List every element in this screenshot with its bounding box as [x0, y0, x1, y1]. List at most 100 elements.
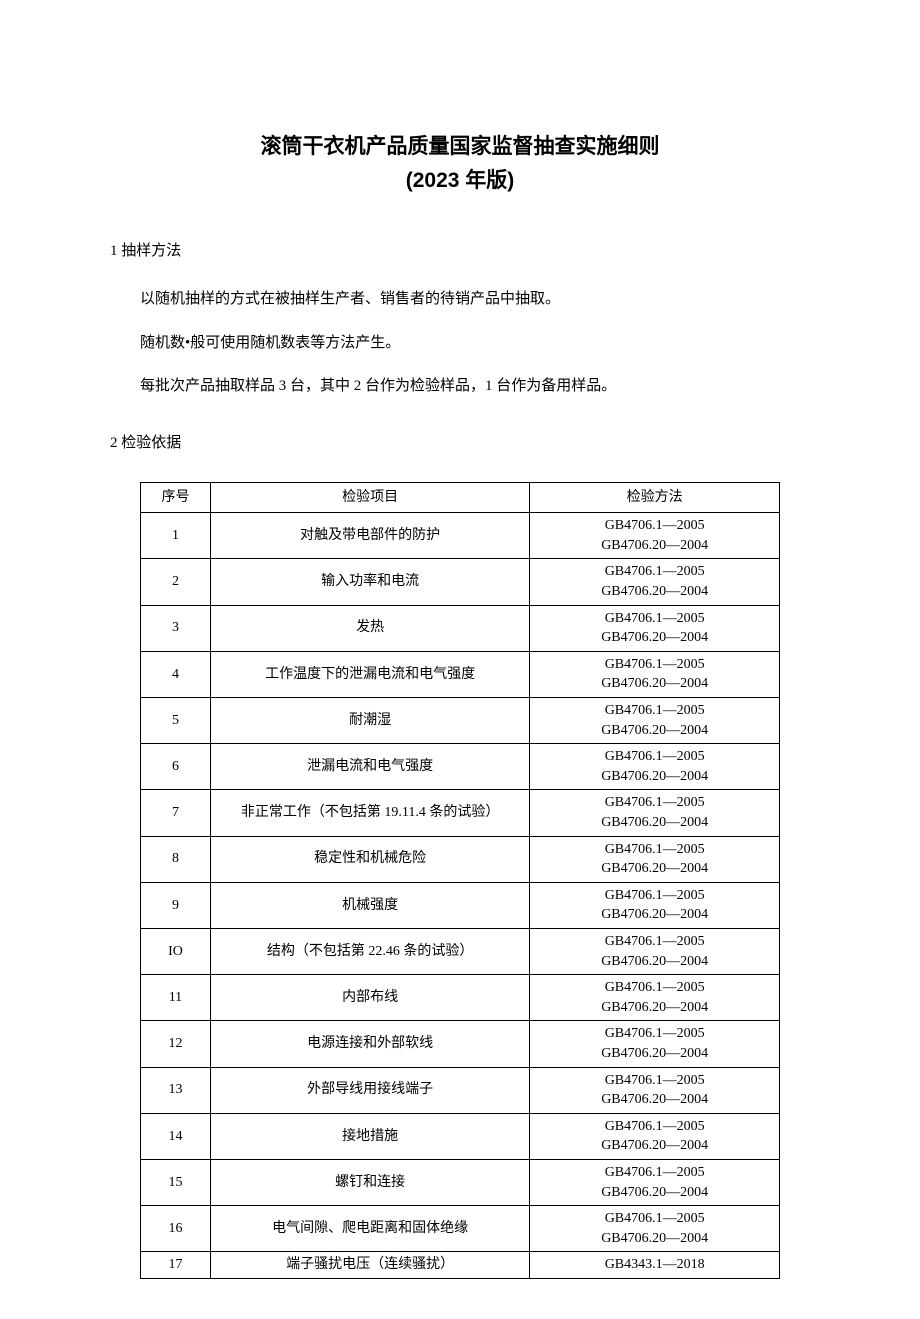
- cell-seq: 6: [141, 744, 211, 790]
- method-line-1: GB4706.1—2005: [536, 655, 773, 675]
- cell-method: GB4706.1—2005GB4706.20—2004: [530, 836, 780, 882]
- cell-seq: 16: [141, 1206, 211, 1252]
- method-line-1: GB4706.1—2005: [536, 516, 773, 536]
- method-line-2: GB4706.20—2004: [536, 1229, 773, 1249]
- cell-item: 电源连接和外部软线: [210, 1021, 529, 1067]
- method-line-2: GB4706.20—2004: [536, 813, 773, 833]
- cell-item: 端子骚扰电压（连续骚扰）: [210, 1252, 529, 1279]
- cell-item: 接地措施: [210, 1113, 529, 1159]
- method-line-1: GB4706.1—2005: [536, 609, 773, 629]
- method-line-2: GB4706.20—2004: [536, 1090, 773, 1110]
- cell-method: GB4706.1—2005GB4706.20—2004: [530, 1067, 780, 1113]
- cell-method: GB4706.1—2005GB4706.20—2004: [530, 1206, 780, 1252]
- table-row: 11内部布线GB4706.1—2005GB4706.20—2004: [141, 975, 780, 1021]
- table-row: 13外部导线用接线端子GB4706.1—2005GB4706.20—2004: [141, 1067, 780, 1113]
- cell-item: 发热: [210, 605, 529, 651]
- cell-method: GB4706.1—2005GB4706.20—2004: [530, 559, 780, 605]
- table-row: 3发热GB4706.1—2005GB4706.20—2004: [141, 605, 780, 651]
- method-line-1: GB4343.1—2018: [536, 1255, 773, 1275]
- table-header-row: 序号 检验项目 检验方法: [141, 482, 780, 513]
- header-method: 检验方法: [530, 482, 780, 513]
- cell-item: 外部导线用接线端子: [210, 1067, 529, 1113]
- cell-item: 机械强度: [210, 882, 529, 928]
- method-line-1: GB4706.1—2005: [536, 978, 773, 998]
- method-line-2: GB4706.20—2004: [536, 998, 773, 1018]
- cell-item: 非正常工作（不包括第 19.11.4 条的试验）: [210, 790, 529, 836]
- section-sampling-method: 1 抽样方法 以随机抽样的方式在被抽样生产者、销售者的待销产品中抽取。 随机数•…: [110, 239, 810, 401]
- method-line-1: GB4706.1—2005: [536, 701, 773, 721]
- cell-method: GB4706.1—2005GB4706.20—2004: [530, 651, 780, 697]
- cell-method: GB4706.1—2005GB4706.20—2004: [530, 882, 780, 928]
- method-line-2: GB4706.20—2004: [536, 582, 773, 602]
- cell-seq: 9: [141, 882, 211, 928]
- method-line-1: GB4706.1—2005: [536, 1071, 773, 1091]
- cell-seq: 14: [141, 1113, 211, 1159]
- method-line-1: GB4706.1—2005: [536, 886, 773, 906]
- method-line-2: GB4706.20—2004: [536, 1044, 773, 1064]
- cell-seq: 2: [141, 559, 211, 605]
- table-row: 12电源连接和外部软线GB4706.1—2005GB4706.20—2004: [141, 1021, 780, 1067]
- cell-item: 工作温度下的泄漏电流和电气强度: [210, 651, 529, 697]
- cell-method: GB4706.1—2005GB4706.20—2004: [530, 744, 780, 790]
- method-line-2: GB4706.20—2004: [536, 1183, 773, 1203]
- cell-seq: IO: [141, 928, 211, 974]
- method-line-1: GB4706.1—2005: [536, 562, 773, 582]
- header-item: 检验项目: [210, 482, 529, 513]
- cell-item: 对触及带电部件的防护: [210, 513, 529, 559]
- method-line-1: GB4706.1—2005: [536, 840, 773, 860]
- cell-seq: 3: [141, 605, 211, 651]
- cell-method: GB4706.1—2005GB4706.20—2004: [530, 1113, 780, 1159]
- document-title: 滚筒干衣机产品质量国家监督抽查实施细则: [110, 130, 810, 164]
- table-row: 14接地措施GB4706.1—2005GB4706.20—2004: [141, 1113, 780, 1159]
- cell-method: GB4343.1—2018: [530, 1252, 780, 1279]
- cell-seq: 8: [141, 836, 211, 882]
- table-row: 9机械强度GB4706.1—2005GB4706.20—2004: [141, 882, 780, 928]
- cell-item: 耐潮湿: [210, 698, 529, 744]
- method-line-1: GB4706.1—2005: [536, 1209, 773, 1229]
- cell-method: GB4706.1—2005GB4706.20—2004: [530, 605, 780, 651]
- table-row: 8稳定性和机械危险GB4706.1—2005GB4706.20—2004: [141, 836, 780, 882]
- cell-item: 电气间隙、爬电距离和固体绝缘: [210, 1206, 529, 1252]
- table-row: 17端子骚扰电压（连续骚扰） GB4343.1—2018: [141, 1252, 780, 1279]
- section-inspection-basis: 2 检验依据: [110, 431, 810, 452]
- table-row: 2输入功率和电流GB4706.1—2005GB4706.20—2004: [141, 559, 780, 605]
- cell-seq: 13: [141, 1067, 211, 1113]
- method-line-2: GB4706.20—2004: [536, 767, 773, 787]
- method-line-2: GB4706.20—2004: [536, 1136, 773, 1156]
- cell-method: GB4706.1—2005GB4706.20—2004: [530, 1021, 780, 1067]
- document-subtitle: (2023 年版): [110, 164, 810, 198]
- method-line-1: GB4706.1—2005: [536, 932, 773, 952]
- method-line-1: GB4706.1—2005: [536, 1117, 773, 1137]
- cell-seq: 1: [141, 513, 211, 559]
- method-line-2: GB4706.20—2004: [536, 628, 773, 648]
- table-row: 16电气间隙、爬电距离和固体绝缘GB4706.1—2005GB4706.20—2…: [141, 1206, 780, 1252]
- inspection-table: 序号 检验项目 检验方法 1对触及带电部件的防护GB4706.1—2005GB4…: [140, 482, 780, 1279]
- method-line-2: GB4706.20—2004: [536, 859, 773, 879]
- section-2-heading: 2 检验依据: [110, 431, 810, 452]
- cell-method: GB4706.1—2005GB4706.20—2004: [530, 513, 780, 559]
- cell-method: GB4706.1—2005GB4706.20—2004: [530, 698, 780, 744]
- method-line-1: GB4706.1—2005: [536, 1163, 773, 1183]
- cell-seq: 4: [141, 651, 211, 697]
- cell-item: 内部布线: [210, 975, 529, 1021]
- cell-item: 泄漏电流和电气强度: [210, 744, 529, 790]
- cell-seq: 12: [141, 1021, 211, 1067]
- method-line-2: GB4706.20—2004: [536, 905, 773, 925]
- cell-seq: 17: [141, 1252, 211, 1279]
- section-1-para-2: 随机数•般可使用随机数表等方法产生。: [110, 329, 810, 358]
- header-seq: 序号: [141, 482, 211, 513]
- cell-method: GB4706.1—2005GB4706.20—2004: [530, 1159, 780, 1205]
- cell-item: 螺钉和连接: [210, 1159, 529, 1205]
- table-row: 6泄漏电流和电气强度GB4706.1—2005GB4706.20—2004: [141, 744, 780, 790]
- section-1-para-3: 每批次产品抽取样品 3 台，其中 2 台作为检验样品，1 台作为备用样品。: [110, 372, 810, 401]
- table-row: 4工作温度下的泄漏电流和电气强度GB4706.1—2005GB4706.20—2…: [141, 651, 780, 697]
- cell-seq: 5: [141, 698, 211, 744]
- table-row: 5耐潮湿GB4706.1—2005GB4706.20—2004: [141, 698, 780, 744]
- method-line-2: GB4706.20—2004: [536, 674, 773, 694]
- section-1-para-1: 以随机抽样的方式在被抽样生产者、销售者的待销产品中抽取。: [110, 285, 810, 314]
- method-line-1: GB4706.1—2005: [536, 1024, 773, 1044]
- method-line-2: GB4706.20—2004: [536, 536, 773, 556]
- cell-item: 输入功率和电流: [210, 559, 529, 605]
- cell-item: 稳定性和机械危险: [210, 836, 529, 882]
- method-line-2: GB4706.20—2004: [536, 952, 773, 972]
